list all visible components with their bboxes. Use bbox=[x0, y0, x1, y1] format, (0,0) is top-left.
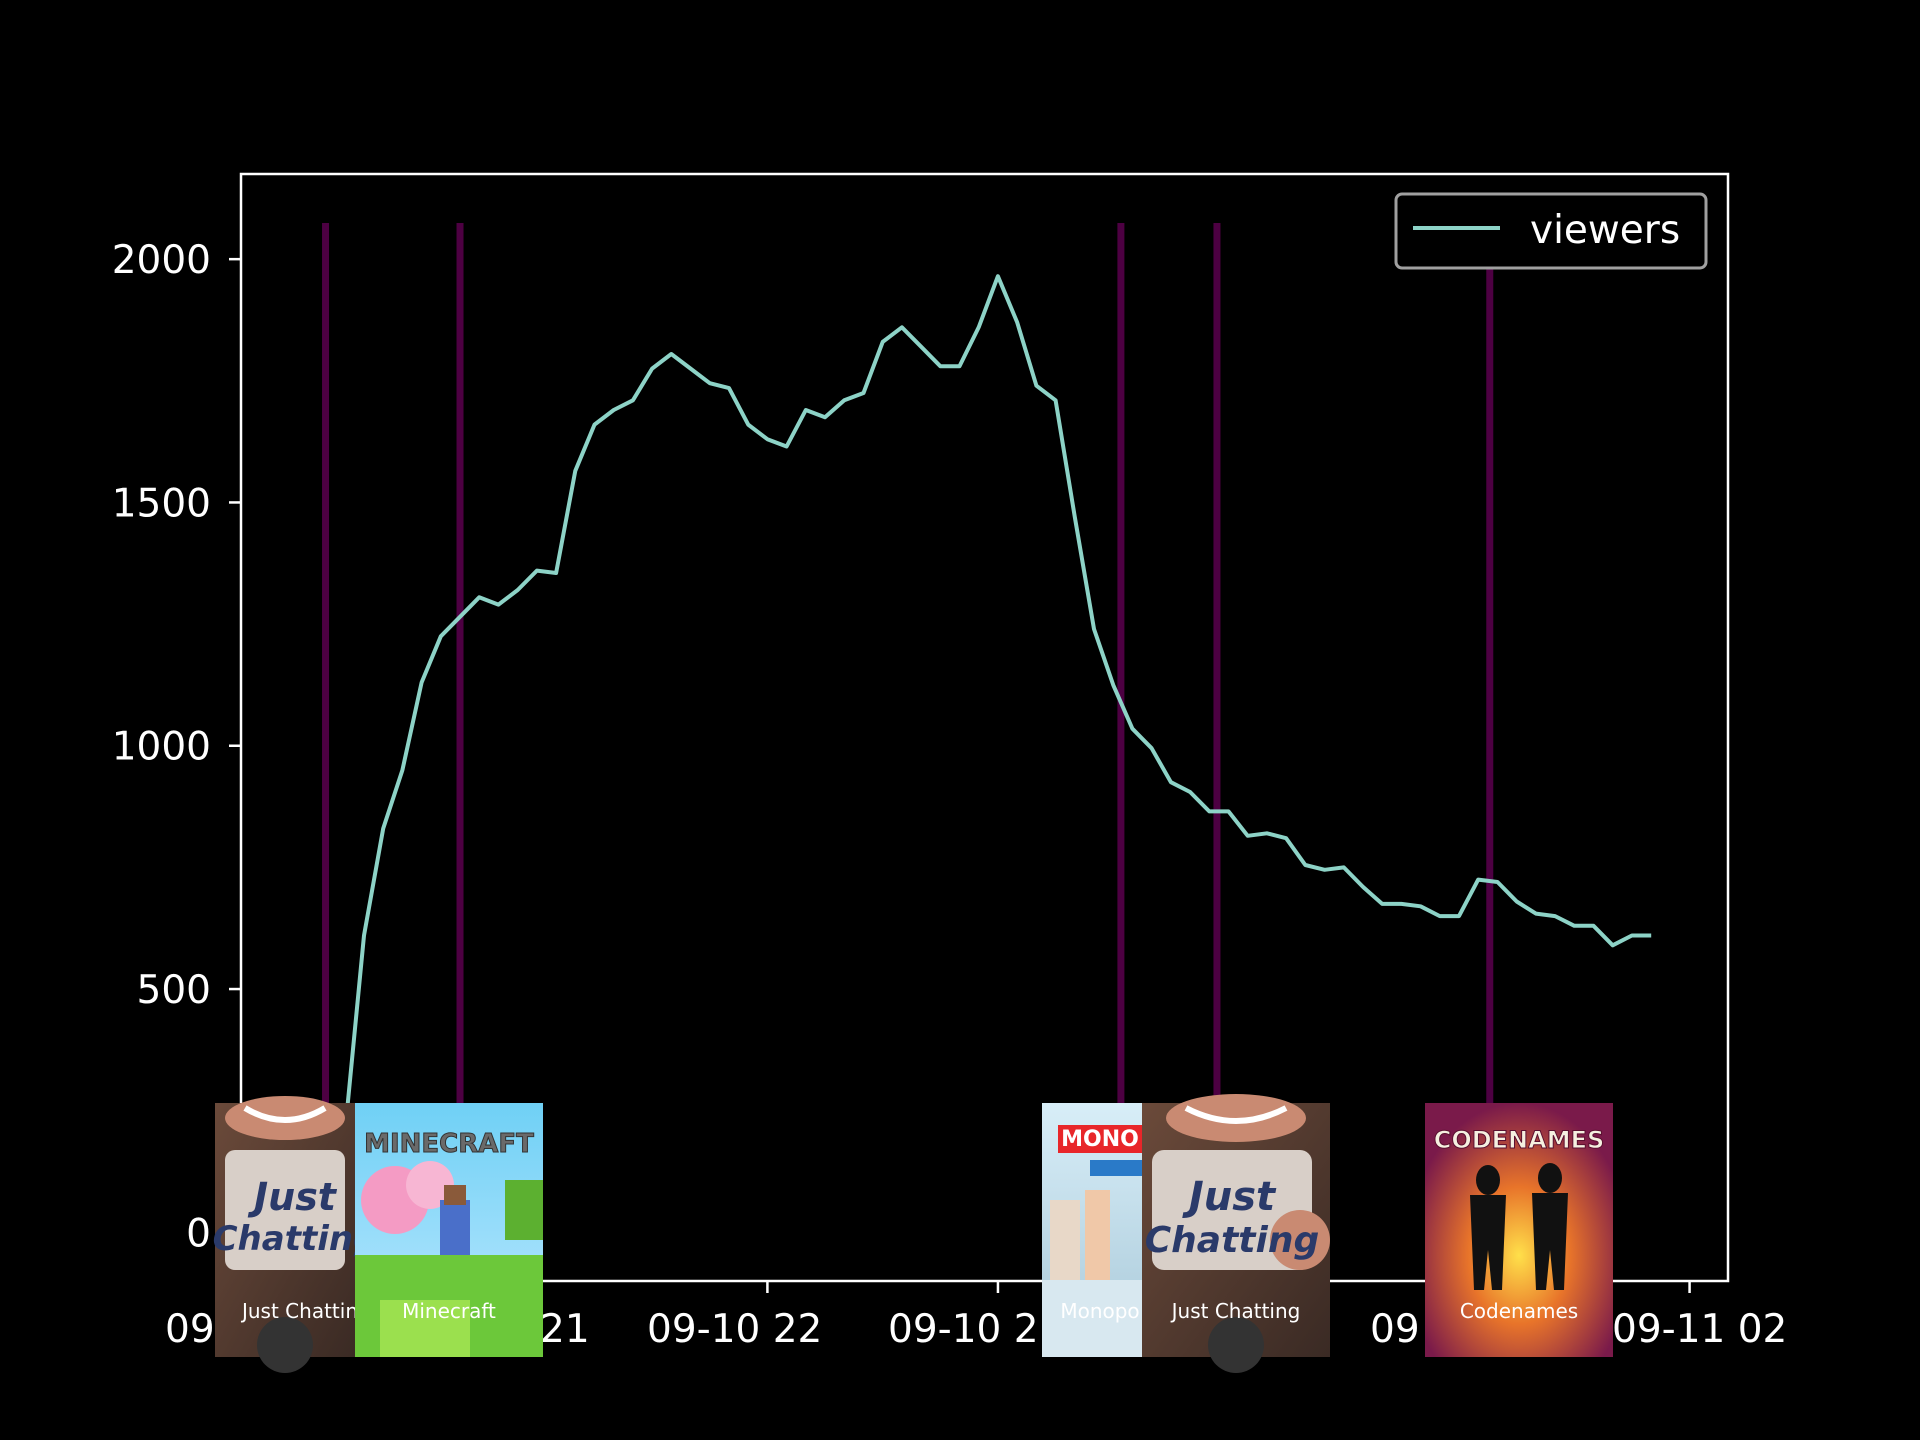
just-chatting-title-line2: Chatting bbox=[213, 1219, 378, 1259]
thumbnail-codenames: CODENAMES Codenames bbox=[1425, 1103, 1613, 1357]
x-tick-label: 09 bbox=[1370, 1307, 1420, 1352]
thumbnail-just-chatting-2: Just Chatting Just Chatting bbox=[1142, 1094, 1330, 1373]
y-axis: 0 500 1000 1500 2000 bbox=[112, 238, 241, 1256]
thumbnail-just-chatting-1: Just Chatting Just Chattin bbox=[213, 1096, 378, 1373]
game-markers bbox=[322, 223, 1494, 1103]
y-tick-label: 2000 bbox=[112, 238, 211, 283]
thumbnail-monopoly: MONO Monopo bbox=[1042, 1103, 1142, 1357]
thumbnail-caption-monopoly: Monopo bbox=[1060, 1299, 1139, 1323]
x-tick-label: 21 bbox=[540, 1307, 590, 1352]
thumbnail-caption-just-chatting-2: Just Chatting bbox=[1170, 1299, 1301, 1323]
codenames-title: CODENAMES bbox=[1434, 1126, 1605, 1154]
x-tick-label: 09-10 2 bbox=[888, 1307, 1039, 1352]
thumbnail-caption-just-chatting-1: Just Chattin bbox=[240, 1299, 358, 1323]
just-chatting-title-line1: Just bbox=[247, 1175, 338, 1219]
viewers-series-line bbox=[342, 274, 1652, 1136]
y-tick-label: 0 bbox=[186, 1211, 211, 1256]
legend: viewers bbox=[1394, 192, 1708, 270]
thumbnail-caption-codenames: Codenames bbox=[1460, 1299, 1578, 1323]
just-chatting-title-line1: Just bbox=[1182, 1174, 1277, 1220]
y-tick-label: 500 bbox=[137, 968, 211, 1013]
legend-box bbox=[1394, 192, 1708, 270]
x-tick-label: 09-10 22 bbox=[647, 1307, 822, 1352]
monopoly-title: MONO bbox=[1061, 1127, 1139, 1152]
plot-area-frame bbox=[239, 172, 1730, 1283]
thumbnail-caption-minecraft: Minecraft bbox=[402, 1299, 496, 1323]
x-tick-label: 09 bbox=[165, 1307, 215, 1352]
y-tick-label: 1500 bbox=[112, 481, 211, 526]
minecraft-title: MINECRAFT bbox=[364, 1129, 534, 1159]
just-chatting-title-line2: Chatting bbox=[1145, 1220, 1320, 1261]
y-tick-label: 1000 bbox=[112, 725, 211, 770]
x-tick-labels: 09 21 09-10 22 09-10 2 09 09-11 02 bbox=[165, 1307, 1787, 1352]
legend-label-viewers: viewers bbox=[1530, 208, 1680, 253]
x-tick-label: 09-11 02 bbox=[1612, 1307, 1787, 1352]
thumbnail-minecraft: MINECRAFT Minecraft bbox=[355, 1103, 543, 1357]
